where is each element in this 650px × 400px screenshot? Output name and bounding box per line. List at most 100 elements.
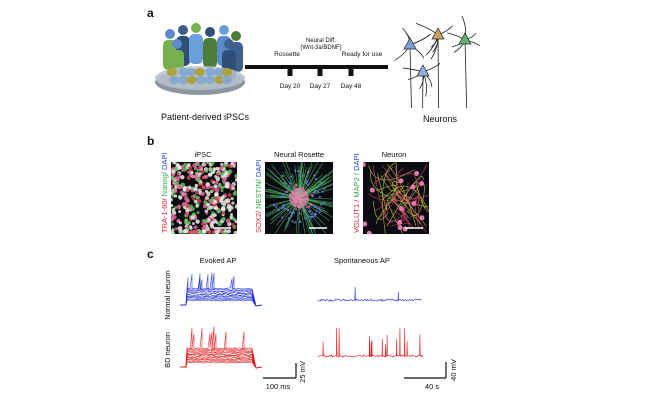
trace	[180, 328, 263, 369]
cell	[225, 181, 230, 187]
trace	[180, 294, 263, 307]
cell	[192, 222, 195, 226]
cell	[215, 176, 221, 181]
trace	[180, 288, 263, 307]
colony	[167, 68, 178, 76]
soma	[366, 230, 372, 234]
trace	[180, 358, 263, 369]
cell	[277, 209, 280, 212]
cell	[177, 165, 182, 170]
stage-label: (Wnt-3a/BDNF)	[300, 45, 341, 51]
cell	[171, 216, 175, 221]
body	[203, 38, 217, 68]
soma	[419, 181, 425, 187]
colony	[196, 76, 207, 84]
cell	[320, 203, 323, 206]
cell	[208, 205, 213, 210]
cell	[216, 172, 221, 176]
cell	[203, 175, 208, 180]
head	[219, 25, 229, 35]
cell	[289, 182, 292, 185]
cell	[305, 205, 309, 208]
head	[178, 25, 188, 35]
cell	[313, 190, 317, 193]
neurite	[382, 162, 397, 234]
trace	[180, 298, 263, 307]
colony	[194, 68, 205, 76]
cell	[308, 210, 311, 214]
cell	[230, 162, 234, 166]
stain: NESTIN/	[254, 178, 263, 211]
cell	[228, 208, 232, 212]
trace	[180, 297, 263, 307]
core	[289, 188, 309, 208]
neurite	[401, 164, 428, 221]
soma	[416, 64, 430, 77]
cell	[223, 163, 228, 168]
soma	[397, 225, 403, 231]
cell	[194, 183, 199, 188]
cell	[180, 182, 186, 188]
cell	[187, 221, 192, 225]
cell	[171, 197, 173, 202]
day-label: Day 27	[310, 83, 331, 90]
cell	[298, 174, 302, 177]
cell	[176, 219, 181, 223]
cell	[222, 176, 227, 182]
neurite	[374, 201, 394, 220]
cell	[193, 225, 198, 230]
cell	[286, 208, 290, 212]
cell	[207, 172, 213, 177]
cell	[187, 163, 191, 167]
cell	[171, 230, 174, 234]
cell	[211, 196, 215, 201]
cell	[210, 179, 214, 183]
cell	[188, 173, 192, 177]
panel-label: b	[147, 134, 154, 148]
cell	[298, 212, 301, 215]
cell	[209, 185, 213, 189]
cell	[310, 212, 313, 216]
trace	[180, 296, 263, 307]
cell	[220, 171, 224, 176]
neurite	[375, 186, 404, 225]
cell	[321, 190, 324, 193]
cell	[307, 183, 310, 187]
neurite	[372, 165, 391, 223]
micrograph	[171, 162, 237, 234]
cell	[281, 216, 284, 219]
cell	[174, 180, 179, 185]
cell	[306, 188, 310, 192]
trace	[180, 359, 263, 369]
cell	[234, 173, 237, 178]
colony	[205, 68, 216, 76]
stain: TRA-1-60/	[160, 197, 169, 233]
trace	[180, 294, 263, 307]
head	[205, 27, 215, 37]
cell	[221, 211, 226, 215]
cell	[219, 197, 224, 203]
stage-label: Neural Diff.	[306, 38, 336, 44]
scale-label: 25 mV	[298, 361, 307, 383]
cell	[289, 211, 293, 214]
trace	[180, 360, 263, 369]
neurite	[372, 201, 389, 220]
cell	[182, 188, 187, 192]
cell	[190, 171, 194, 175]
neurite	[370, 171, 429, 208]
cell	[302, 174, 306, 177]
neurite	[381, 165, 406, 198]
cell	[233, 230, 237, 234]
cell	[190, 215, 195, 220]
cell	[195, 229, 199, 233]
colony	[214, 76, 225, 84]
trace	[180, 328, 263, 369]
neurite	[403, 182, 409, 219]
cell	[205, 218, 209, 222]
trace	[180, 355, 263, 369]
image-content	[265, 162, 333, 234]
colony	[186, 76, 197, 84]
soma	[398, 206, 404, 212]
cell	[226, 163, 231, 168]
